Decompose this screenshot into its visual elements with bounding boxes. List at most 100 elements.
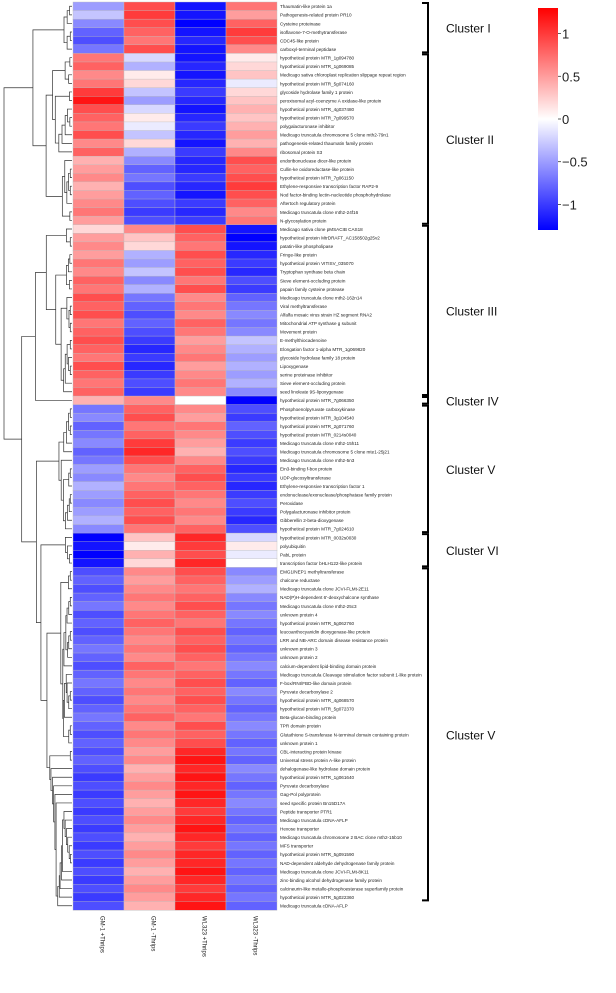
heatmap-cell [174, 635, 227, 645]
heatmap-cell [225, 704, 278, 714]
dendrogram-branch [52, 776, 72, 805]
row-label: hypothetical protein MTR_1g069085 [280, 64, 355, 69]
heatmap-cell [225, 866, 278, 877]
dendrogram-branch [46, 632, 61, 769]
heatmap-cell [72, 729, 125, 740]
dendrogram-branch [66, 828, 72, 846]
cluster-brackets: Cluster I Cluster II Cluster III Cluster IV… [422, 2, 499, 902]
heatmap-cell [72, 627, 125, 637]
heatmap-cell [174, 729, 227, 740]
heatmap-cell [123, 832, 176, 842]
column-label: WL323 -Thrips [252, 916, 258, 955]
heatmap-cell [72, 250, 125, 260]
heatmap-cell [123, 267, 176, 277]
heatmap-cell [225, 361, 278, 371]
dendrogram-branch [49, 755, 71, 780]
heatmap-cell [225, 789, 278, 800]
row-label: hypothetical protein MTR_7g099570 [280, 116, 355, 121]
heatmap-cell [72, 575, 125, 585]
heatmap-cell [174, 327, 227, 337]
heatmap-cell [225, 618, 278, 628]
colorbar-tick-label: 1 [562, 27, 569, 42]
row-label: Movement protein [280, 330, 317, 335]
heatmap-cell [123, 524, 176, 534]
heatmap-cell [174, 858, 227, 868]
heatmap-cell [123, 789, 176, 800]
heatmap-cell [72, 747, 125, 757]
heatmap-cell [123, 224, 176, 234]
row-label: unknown protein 4 [280, 612, 318, 617]
heatmap-cells [72, 1, 278, 911]
color-scale-legend: 1 0.5 0 −0.5 −1 [538, 8, 588, 230]
heatmap-cell [72, 558, 125, 568]
cluster-label: Cluster VI [446, 544, 499, 558]
heatmap-cell [72, 198, 125, 209]
heatmap-cell [225, 781, 278, 791]
heatmap-cell [123, 627, 176, 637]
heatmap-cell [225, 849, 278, 860]
heatmap-cell [72, 181, 125, 191]
heatmap-cell [72, 36, 125, 46]
dendrogram-branch [67, 545, 72, 560]
row-label: Medicago truncatula cDNA-AFLP [280, 904, 348, 909]
heatmap-cell [225, 455, 278, 466]
heatmap-cell [174, 687, 227, 697]
heatmap-cell [174, 387, 227, 397]
row-label: unknown protein 2 [280, 655, 318, 660]
row-dendrogram [3, 5, 72, 907]
heatmap-cell [225, 635, 278, 645]
heatmap-cell [123, 353, 176, 363]
heatmap-cell [225, 609, 278, 620]
heatmap-cell [225, 318, 278, 329]
heatmap-cell [225, 327, 278, 337]
heatmap-cell [123, 704, 176, 714]
dendrogram-branch [62, 819, 72, 872]
heatmap-cell [123, 781, 176, 791]
heatmap-cell [225, 832, 278, 842]
heatmap-cell [123, 155, 176, 166]
heatmap-cell [174, 18, 227, 29]
heatmap-cell [225, 627, 278, 637]
heatmap-cell [225, 44, 278, 54]
cluster-bracket [422, 2, 429, 54]
dendrogram-branch [66, 297, 72, 320]
heatmap-cell [123, 464, 176, 474]
row-label: Cysteine proteinase [280, 21, 321, 26]
heatmap-cell [174, 284, 227, 294]
dendrogram-branch [69, 365, 72, 375]
column-labels: GM-1 +Thrips GM-1 -Thrips WL323 +Thrips WL3… [99, 916, 258, 957]
heatmap-cell [72, 901, 125, 911]
heatmap-cell [72, 318, 125, 329]
cluster-label: Cluster V [446, 728, 495, 742]
heatmap-cell [174, 447, 227, 457]
heatmap-cell [72, 430, 125, 440]
heatmap-cell [123, 421, 176, 431]
heatmap-cell [174, 704, 227, 714]
heatmap-cell [174, 532, 227, 543]
dendrogram-branch [60, 581, 69, 685]
heatmap-cell [225, 584, 278, 594]
heatmap-cell [72, 173, 125, 183]
heatmap-cell [174, 164, 227, 174]
dendrogram-branch [69, 91, 72, 101]
heatmap-cell [72, 490, 125, 500]
row-label: Hexose transporter [280, 827, 320, 832]
row-label: Ethylene-responsive transcription factor… [280, 484, 365, 489]
heatmap-cell [174, 130, 227, 140]
cluster-label: Cluster V [446, 463, 495, 477]
heatmap-cell [225, 344, 278, 354]
heatmap-cell [225, 764, 278, 774]
heatmap-cell [174, 250, 227, 260]
heatmap-cell [174, 215, 227, 226]
dendrogram-branch [69, 57, 72, 67]
dendrogram-branch [69, 554, 72, 564]
heatmap-cell [72, 618, 125, 628]
dendrogram-branch [69, 305, 72, 316]
row-label: calcineurin-like metallo-phosphoesterase… [280, 886, 404, 891]
heatmap-cell [225, 96, 278, 106]
heatmap-cell [123, 190, 176, 200]
row-label: NAD(P)H-dependent 6'-deoxychalcone synth… [280, 595, 379, 600]
heatmap-cell [174, 524, 227, 534]
row-label: papain family cysteine protease [280, 287, 345, 292]
